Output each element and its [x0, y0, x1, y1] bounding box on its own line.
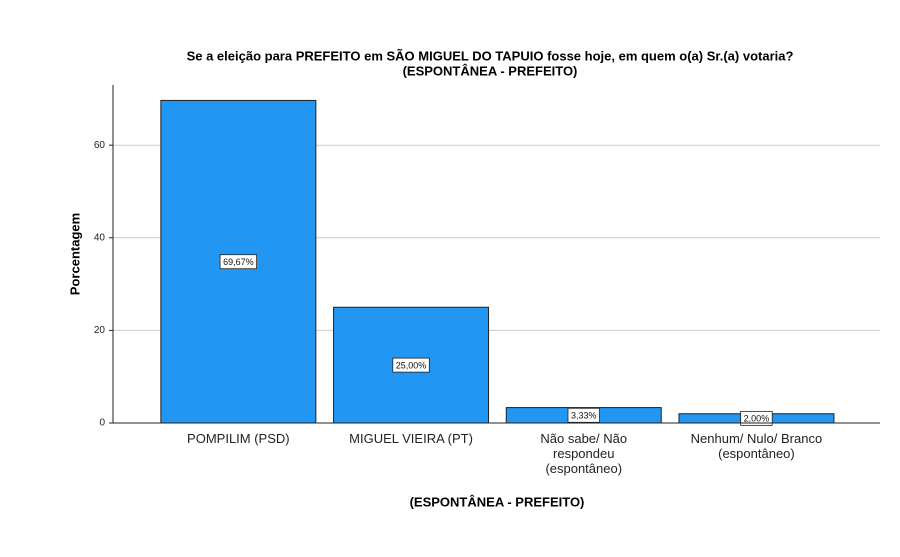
x-tick-label: Não sabe/ Não respondeu (espontâneo): [540, 431, 628, 476]
y-tick-label: 20: [94, 325, 106, 336]
x-tick-label: POMPILIM (PSD): [187, 431, 290, 446]
x-tick-label: Nenhum/ Nulo/ Branco (espontâneo): [690, 431, 823, 461]
value-label-box: [567, 407, 600, 423]
value-label-box: [392, 357, 430, 373]
value-label: 25,00%: [396, 360, 427, 370]
y-tick-label: 60: [94, 140, 106, 151]
value-label: 2,00%: [744, 414, 770, 424]
y-tick-label: 0: [99, 418, 105, 429]
y-tick-label: 40: [94, 232, 106, 243]
value-label: 69,67%: [223, 257, 254, 267]
y-axis-title: Porcentagem: [67, 213, 82, 295]
chart-title: Se a eleição para PREFEITO em SÃO MIGUEL…: [187, 48, 794, 63]
value-label-box: [219, 254, 258, 270]
x-tick-label: MIGUEL VIEIRA (PT): [349, 431, 473, 446]
x-axis-title: (ESPONTÂNEA - PREFEITO): [410, 494, 585, 509]
value-label: 3,33%: [571, 411, 597, 421]
chart-title: (ESPONTÂNEA - PREFEITO): [403, 63, 578, 78]
value-label-box: [740, 410, 773, 426]
